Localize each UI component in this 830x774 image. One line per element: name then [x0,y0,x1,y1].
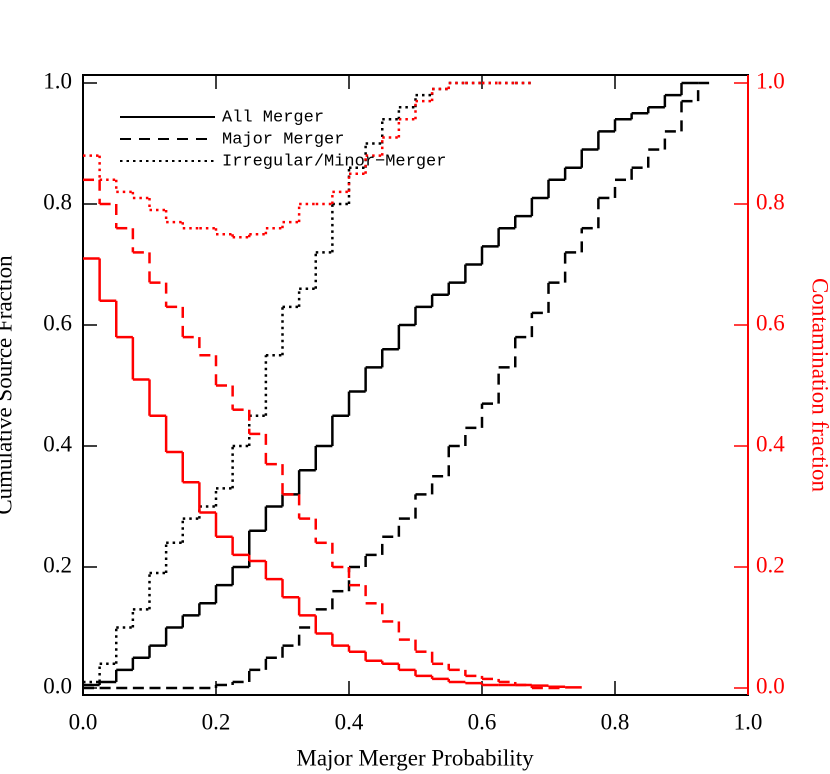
y-tick-label: 1.0 [43,68,72,93]
y2-tick-label: 0.0 [756,673,785,698]
y2-tick-label: 0.6 [756,310,785,335]
y2-tick-label: 0.4 [756,431,785,456]
y-tick-label: 0.6 [43,310,72,335]
x-tick-label: 0.4 [335,709,364,734]
y2-axis-label: Contamination fraction [808,278,830,492]
x-tick-label: 0.2 [202,709,231,734]
legend-label: All Merger [222,108,324,127]
y-tick-label: 0.4 [43,431,72,456]
x-tick-label: 1.0 [734,709,763,734]
y2-tick-label: 1.0 [756,68,785,93]
x-axis-label: Major Merger Probability [296,745,534,770]
y2-tick-label: 0.8 [756,189,785,214]
x-tick-label: 0.8 [601,709,630,734]
legend-label: Major Merger [222,130,344,149]
x-tick-label: 0.6 [468,709,497,734]
x-tick-label: 0.0 [69,709,98,734]
y2-tick-label: 0.2 [756,552,785,577]
y-axis-label: Cumulative Source Fraction [0,255,16,515]
y-tick-label: 0.0 [43,673,72,698]
y-tick-label: 0.2 [43,552,72,577]
legend-label: Irregular/Minor−Merger [222,152,446,171]
y-tick-label: 0.8 [43,189,72,214]
